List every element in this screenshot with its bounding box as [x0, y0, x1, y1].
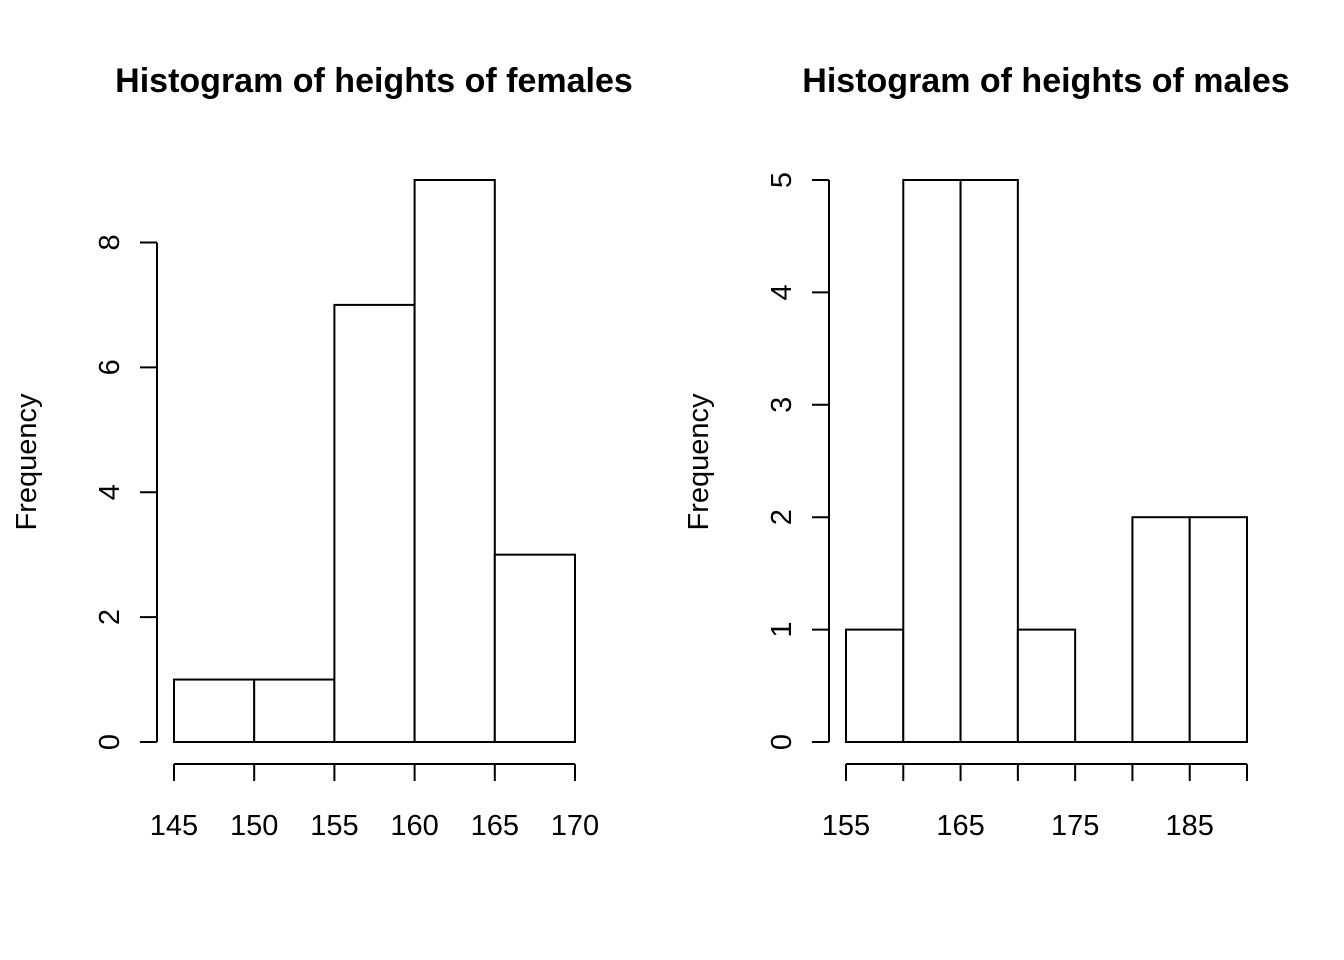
histogram-bar: [845, 628, 905, 743]
y-tick-label: 5: [766, 172, 798, 188]
y-tick-label: 2: [94, 609, 126, 625]
y-tick-label: 0: [94, 734, 126, 750]
females-histogram-panel: Histogram of heights of females Frequenc…: [11, 62, 633, 842]
histogram-bar: [1188, 516, 1248, 744]
chart-title: Histogram of heights of males: [802, 62, 1289, 100]
y-tick-label: 2: [766, 509, 798, 525]
histogram-bar: [1131, 516, 1191, 744]
y-axis-label: Frequency: [683, 393, 715, 531]
histogram-bar: [253, 678, 336, 743]
y-tick-label: 0: [766, 734, 798, 750]
males-histogram-panel: Histogram of heights of males Frequency …: [683, 62, 1290, 842]
x-tick-label: 175: [1051, 810, 1099, 842]
x-tick-label: 160: [390, 810, 438, 842]
y-tick-label: 3: [766, 397, 798, 413]
histogram-bar: [333, 303, 416, 743]
x-tick-label: 155: [822, 810, 870, 842]
x-tick-label: 150: [230, 810, 278, 842]
y-tick-label: 4: [94, 484, 126, 500]
y-tick-label: 6: [94, 359, 126, 375]
histogram-bar: [413, 179, 496, 743]
y-tick-label: 1: [766, 622, 798, 638]
x-tick-label: 165: [936, 810, 984, 842]
x-tick-label: 170: [551, 810, 599, 842]
histogram-bar: [1016, 628, 1077, 743]
histogram-bar: [173, 678, 256, 743]
histogram-bar: [902, 179, 962, 743]
y-tick-label: 4: [766, 284, 798, 300]
x-tick-label: 165: [471, 810, 519, 842]
chart-title: Histogram of heights of females: [115, 62, 633, 100]
y-tick-label: 8: [94, 234, 126, 250]
x-tick-label: 145: [150, 810, 198, 842]
x-tick-label: 185: [1166, 810, 1214, 842]
histogram-bar: [493, 553, 576, 744]
x-tick-label: 155: [310, 810, 358, 842]
histogram-bar: [959, 179, 1019, 743]
y-axis-label: Frequency: [11, 393, 43, 531]
